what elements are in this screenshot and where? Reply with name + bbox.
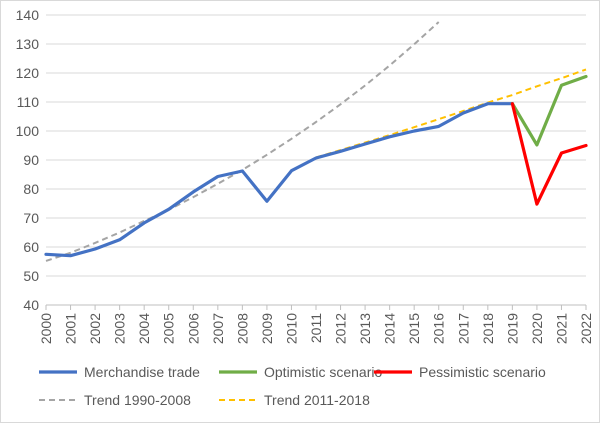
x-tick-label: 2011 [308, 313, 324, 343]
x-tick-label: 2005 [161, 313, 177, 344]
x-tick-label: 2015 [406, 313, 422, 344]
y-tick-label: 110 [17, 94, 40, 110]
y-tick-label: 100 [16, 123, 40, 139]
x-axis-ticks: 2000 2001 2002 2003 2004 2005 2006 2007 2008 2009… [38, 305, 594, 344]
y-tick-label: 120 [16, 65, 40, 81]
x-tick-label: 2010 [283, 313, 299, 344]
x-tick-label: 2012 [333, 313, 349, 344]
x-tick-label: 2000 [38, 313, 54, 344]
y-tick-label: 140 [16, 7, 40, 23]
x-tick-label: 2013 [357, 313, 373, 344]
x-tick-label: 2014 [382, 313, 398, 344]
x-tick-label: 2020 [529, 313, 545, 344]
legend-item: Trend 2011-2018 [219, 392, 370, 408]
x-tick-label: 2001 [63, 313, 79, 344]
gridlines [46, 14, 586, 277]
series-line-merchandise-trade [44, 102, 514, 258]
x-tick-label: 2021 [553, 313, 569, 344]
legend-item: Optimistic scenario [219, 364, 382, 380]
x-tick-label: 2018 [480, 313, 496, 344]
y-tick-label: 90 [23, 152, 39, 168]
legend-label: Optimistic scenario [264, 364, 382, 380]
series-line-pessimistic-scenario [510, 102, 588, 206]
x-tick-label: 2004 [136, 313, 152, 344]
x-tick-label: 2022 [578, 313, 594, 344]
legend-item: Trend 1990-2008 [39, 392, 191, 408]
legend-label: Trend 2011-2018 [264, 392, 370, 408]
x-tick-label: 2017 [455, 313, 471, 344]
y-tick-label: 40 [23, 297, 39, 313]
legend-label: Trend 1990-2008 [84, 392, 191, 408]
x-tick-label: 2003 [112, 313, 128, 344]
legend-item: Merchandise trade [39, 364, 200, 380]
series-line-trend-1990-2008 [45, 21, 440, 262]
y-tick-label: 80 [23, 181, 39, 197]
y-axis-ticks: 40 50 60 70 80 90 100 110 120 130 140 [16, 7, 40, 313]
series-line-optimistic-scenario [510, 74, 588, 147]
legend: Merchandise trade Optimistic scenario Pess… [39, 364, 546, 408]
x-tick-label: 2007 [210, 313, 226, 344]
y-tick-label: 50 [23, 268, 39, 284]
x-tick-label: 2008 [234, 313, 250, 344]
y-tick-label: 60 [23, 239, 39, 255]
x-tick-label: 2002 [87, 313, 103, 344]
x-tick-label: 2016 [431, 313, 447, 344]
legend-item: Pessimistic scenario [374, 364, 546, 380]
x-tick-label: 2006 [185, 313, 201, 344]
y-tick-label: 70 [23, 210, 39, 226]
legend-label: Merchandise trade [84, 364, 200, 380]
series-lines [44, 21, 588, 262]
x-tick-label: 2009 [259, 313, 275, 344]
x-tick-label: 2019 [504, 313, 520, 344]
series-line-trend-2011-2018 [315, 68, 587, 159]
legend-label: Pessimistic scenario [419, 364, 546, 380]
y-tick-label: 130 [16, 36, 40, 52]
